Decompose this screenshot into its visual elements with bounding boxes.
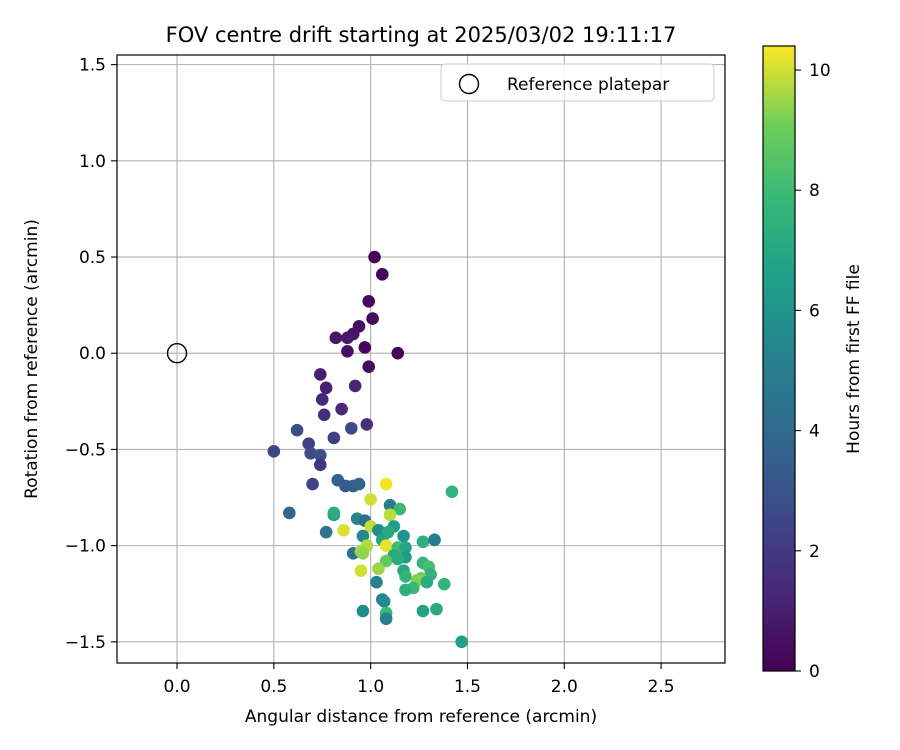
colorbar-ticks: 0 2 4 6 8 10 xyxy=(795,61,831,682)
y-tick-label: −1.5 xyxy=(65,633,106,653)
data-point xyxy=(341,345,354,358)
y-tick-label: 1.5 xyxy=(79,56,106,76)
colorbar-tick-label: 0 xyxy=(809,662,820,682)
x-axis-label: Angular distance from reference (arcmin) xyxy=(245,707,597,727)
data-point xyxy=(399,570,412,583)
data-point xyxy=(290,423,304,437)
data-point xyxy=(356,547,370,560)
colorbar-tick-label: 4 xyxy=(809,422,820,442)
data-point xyxy=(329,331,343,345)
x-tick-label: 2.5 xyxy=(648,677,675,697)
data-point xyxy=(391,552,405,566)
reference-layer xyxy=(166,343,188,364)
colorbar-gradient xyxy=(763,46,795,671)
y-axis-ticks: −1.5 −1.0 −0.5 0.0 0.5 1.0 1.5 xyxy=(65,56,117,653)
colorbar-tick-label: 10 xyxy=(809,61,831,81)
data-point xyxy=(445,485,459,499)
data-point xyxy=(391,346,405,360)
data-point xyxy=(366,312,379,325)
colorbar: 0 2 4 6 8 10 Hours from first FF file xyxy=(762,45,864,682)
x-tick-label: 0.5 xyxy=(260,677,287,697)
data-point xyxy=(356,529,370,543)
data-point xyxy=(416,535,430,549)
y-tick-label: −1.0 xyxy=(65,537,106,557)
data-point xyxy=(267,445,281,458)
y-tick-label: 0.0 xyxy=(79,344,106,364)
data-point xyxy=(327,431,341,445)
data-point xyxy=(383,508,397,522)
data-point xyxy=(319,525,333,539)
data-point xyxy=(377,595,391,608)
data-point xyxy=(315,393,329,406)
data-point xyxy=(358,341,372,354)
data-point xyxy=(352,477,366,491)
x-tick-label: 1.5 xyxy=(454,677,481,697)
data-point xyxy=(283,506,296,520)
plot-frame xyxy=(116,54,726,664)
y-axis-label: Rotation from reference (arcmin) xyxy=(22,219,42,499)
data-point xyxy=(370,575,383,589)
data-point xyxy=(455,635,468,649)
data-point xyxy=(383,498,397,512)
data-point xyxy=(364,493,377,506)
y-tick-label: 1.0 xyxy=(79,152,106,172)
data-point xyxy=(399,583,412,597)
data-point xyxy=(379,539,393,552)
legend: Reference platepar xyxy=(440,63,715,102)
points-layer xyxy=(267,250,468,649)
data-point xyxy=(319,381,333,395)
x-axis-ticks: 0.0 0.5 1.0 1.5 2.0 2.5 xyxy=(164,663,675,697)
colorbar-frame xyxy=(762,45,796,672)
data-point xyxy=(393,502,407,516)
data-point xyxy=(306,477,319,491)
data-point xyxy=(362,360,376,373)
data-point xyxy=(360,418,374,431)
data-point xyxy=(356,604,370,618)
x-tick-label: 2.0 xyxy=(551,677,578,697)
data-point xyxy=(314,448,327,462)
data-point xyxy=(430,602,443,616)
data-point xyxy=(372,523,385,537)
data-point xyxy=(379,477,393,491)
data-point xyxy=(317,408,331,422)
data-point xyxy=(399,541,412,554)
y-tick-label: 0.5 xyxy=(79,248,106,268)
data-point xyxy=(372,562,385,576)
data-point xyxy=(379,612,393,626)
colorbar-label: Hours from first FF file xyxy=(844,264,864,454)
data-point xyxy=(348,379,362,393)
y-tick-label: −0.5 xyxy=(65,440,106,460)
colorbar-tick-label: 8 xyxy=(809,181,820,201)
data-point xyxy=(397,529,410,543)
grid-layer xyxy=(117,55,725,663)
data-point xyxy=(327,506,341,520)
reference-point-marker xyxy=(166,343,188,364)
data-point xyxy=(314,368,327,381)
x-tick-label: 0.0 xyxy=(164,677,191,697)
legend-entry-label: Reference platepar xyxy=(507,75,669,95)
x-tick-label: 1.0 xyxy=(357,677,384,697)
data-point xyxy=(375,268,389,281)
data-point xyxy=(428,533,441,547)
data-point xyxy=(354,564,368,577)
legend-marker xyxy=(458,73,480,95)
data-point xyxy=(344,421,358,435)
data-point xyxy=(337,523,350,537)
colorbar-tick-label: 2 xyxy=(809,542,820,562)
legend-box xyxy=(440,63,715,102)
data-point xyxy=(341,331,354,345)
data-point xyxy=(437,577,451,591)
data-point xyxy=(416,604,430,618)
data-point xyxy=(362,294,376,308)
data-point xyxy=(304,446,317,460)
data-point xyxy=(302,437,315,450)
data-point xyxy=(420,575,434,589)
chart-title: FOV centre drift starting at 2025/03/02 … xyxy=(166,23,677,47)
data-point xyxy=(335,402,348,416)
data-point xyxy=(368,250,381,264)
data-point xyxy=(314,458,327,472)
data-point xyxy=(379,554,393,568)
colorbar-tick-label: 6 xyxy=(809,301,820,321)
